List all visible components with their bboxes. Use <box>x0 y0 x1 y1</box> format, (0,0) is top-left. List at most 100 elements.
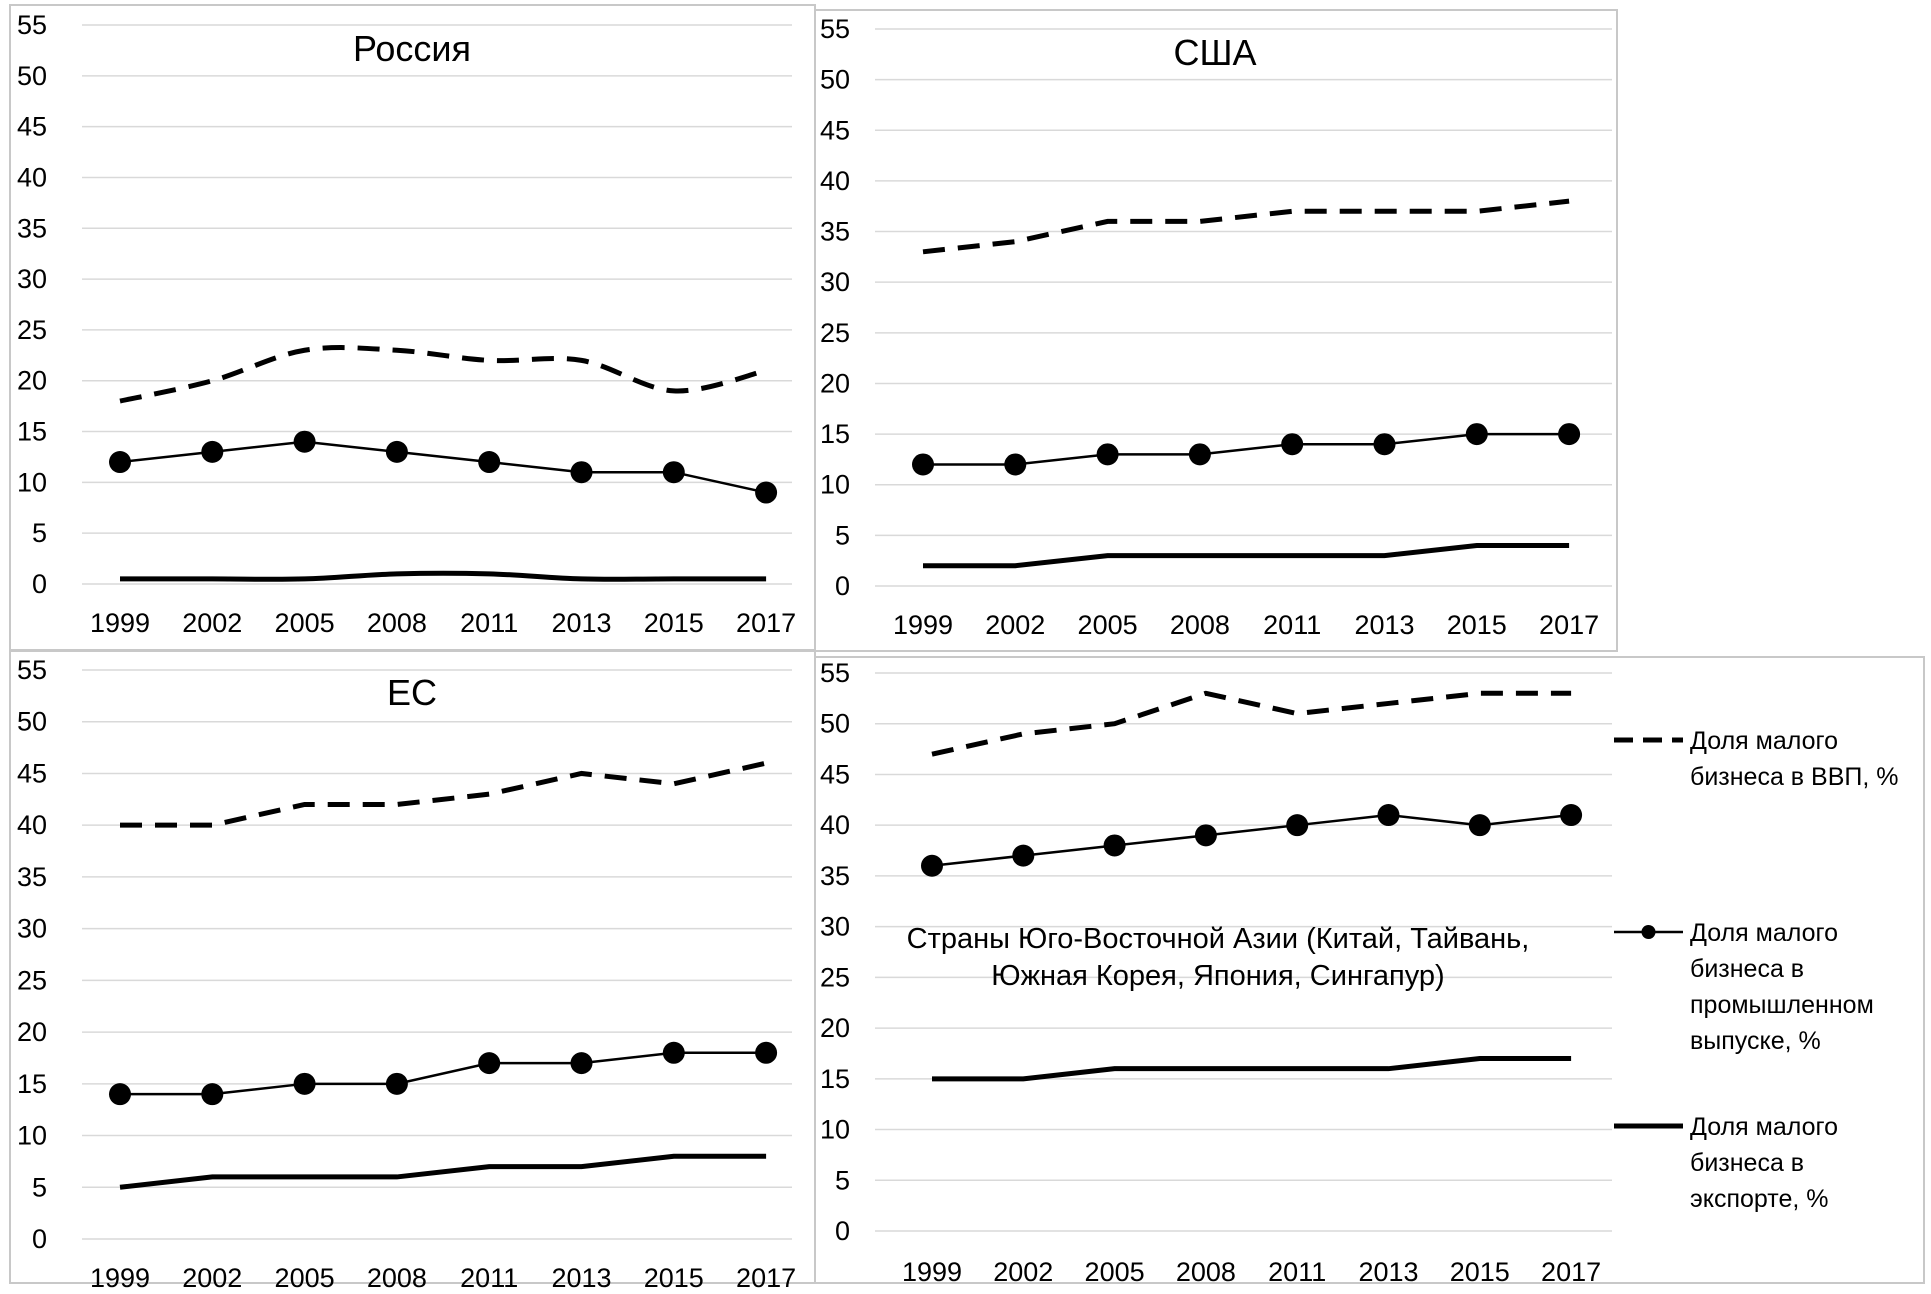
series-3 <box>932 1056 1572 1082</box>
legend-label-line: промышленном <box>1690 991 1874 1019</box>
series-line-gdp <box>119 345 767 404</box>
series-2 <box>921 804 1583 877</box>
chart-title-line: Страны Юго-Восточной Азии (Китай, Тайван… <box>907 923 1530 955</box>
x-tick-label: 2002 <box>993 1257 1053 1287</box>
data-point <box>1558 423 1581 446</box>
y-tick-label: 55 <box>17 10 47 40</box>
series-2 <box>109 1041 778 1106</box>
y-tick-label: 0 <box>32 1224 47 1254</box>
x-tick-label: 2005 <box>275 1263 335 1289</box>
y-tick-label: 45 <box>17 758 47 788</box>
series-1 <box>931 690 1572 757</box>
y-tick-label: 25 <box>820 318 850 348</box>
y-tick-label: 40 <box>820 810 850 840</box>
x-tick-label: 2017 <box>736 608 796 638</box>
y-tick-label: 10 <box>17 1121 47 1151</box>
y-tick-label: 50 <box>17 707 47 737</box>
x-tick-label: 2013 <box>551 1263 611 1289</box>
series-3 <box>120 570 767 582</box>
x-tick-label: 2011 <box>1263 610 1321 640</box>
legend-label-line: бизнеса в <box>1690 1149 1804 1177</box>
data-point <box>1188 443 1211 466</box>
chart-title-line: Южная Корея, Япония, Сингапур) <box>991 960 1444 992</box>
y-tick-label: 45 <box>820 115 850 145</box>
panel-frame <box>814 9 1618 652</box>
data-point <box>662 1041 685 1064</box>
x-tick-label: 2005 <box>1078 610 1138 640</box>
y-tick-label: 30 <box>820 912 850 942</box>
y-tick-label: 15 <box>17 1069 47 1099</box>
legend-swatch-marker <box>1641 925 1656 939</box>
legend-label-line: выпуске, % <box>1690 1027 1821 1055</box>
data-point <box>1286 814 1309 837</box>
data-point <box>109 1083 131 1106</box>
x-tick-label: 2015 <box>644 1263 704 1289</box>
x-tick-label: 1999 <box>902 1257 962 1287</box>
y-tick-label: 35 <box>820 861 850 891</box>
chart-panel-2: 0 5 10 15 20 25 30 35 40 45 50 55 1999 2002 2005 2008 20… <box>814 9 1618 652</box>
series-1 <box>119 345 767 404</box>
chart-title: США <box>1173 32 1256 73</box>
data-point <box>1004 453 1027 476</box>
y-tick-label: 15 <box>17 417 47 447</box>
data-point <box>1560 804 1583 827</box>
y-tick-label: 25 <box>17 965 47 995</box>
series-3 <box>923 542 1570 569</box>
data-point <box>1012 844 1035 867</box>
y-tick-label: 20 <box>820 368 850 398</box>
chart-title: ЕС <box>387 672 437 713</box>
legend-label-line: экспорте, % <box>1690 1185 1828 1213</box>
y-tick-label: 35 <box>17 862 47 892</box>
x-tick-label: 2017 <box>1539 610 1599 640</box>
series-line-gdp <box>922 198 1570 255</box>
y-tick-label: 30 <box>17 264 47 294</box>
x-tick-label: 2017 <box>736 1263 796 1289</box>
y-tick-label: 30 <box>820 267 850 297</box>
y-tick-label: 35 <box>17 213 47 243</box>
x-tick-label: 2011 <box>460 1263 518 1289</box>
series-1 <box>120 760 767 828</box>
data-point <box>912 453 934 476</box>
y-tick-label: 5 <box>835 520 850 550</box>
y-tick-label: 20 <box>820 1013 850 1043</box>
series-line-export <box>932 1056 1572 1082</box>
data-point <box>1373 433 1396 456</box>
chart-title: Россия <box>353 28 471 69</box>
x-tick-label: 2013 <box>551 608 611 638</box>
data-point <box>201 440 224 463</box>
legend: Доля малого бизнеса в ВВП, % Доля малого би… <box>1614 727 1898 1213</box>
x-tick-label: 2008 <box>1176 1257 1236 1287</box>
data-point <box>385 440 408 463</box>
y-tick-label: 0 <box>835 1216 850 1246</box>
x-tick-label: 2008 <box>367 608 427 638</box>
y-tick-label: 5 <box>835 1165 850 1195</box>
x-tick-label: 2015 <box>644 608 704 638</box>
chart-panel-1: 0 5 10 15 20 25 30 35 40 45 50 55 1999 2002 2005 2008 20… <box>9 4 816 651</box>
y-tick-label: 40 <box>17 810 47 840</box>
legend-label-line: Доля малого <box>1690 727 1838 755</box>
y-tick-label: 20 <box>17 366 47 396</box>
y-tick-label: 50 <box>17 61 47 91</box>
legend-label: Доля малого бизнеса в промышленном выпуске,… <box>1690 919 1874 1055</box>
data-point <box>293 1072 316 1095</box>
y-tick-label: 0 <box>32 569 47 599</box>
data-point <box>1468 814 1491 837</box>
legend-label-line: бизнеса в ВВП, % <box>1690 763 1898 791</box>
y-tick-label: 15 <box>820 419 850 449</box>
y-tick-label: 45 <box>17 112 47 142</box>
legend-entry-3: Доля малого бизнеса в экспорте, % <box>1614 1113 1838 1213</box>
x-tick-label: 2002 <box>182 608 242 638</box>
x-tick-label: 2011 <box>460 608 518 638</box>
data-point <box>478 451 501 474</box>
chart-title-line: США <box>1173 32 1256 73</box>
legend-label: Доля малого бизнеса в экспорте, % <box>1690 1113 1838 1213</box>
panel-frame <box>9 4 816 651</box>
y-tick-label: 40 <box>17 162 47 192</box>
data-point <box>109 451 131 474</box>
series-line-industry <box>931 813 1572 868</box>
x-tick-label: 1999 <box>893 610 953 640</box>
x-tick-label: 2015 <box>1450 1257 1510 1287</box>
legend-label: Доля малого бизнеса в ВВП, % <box>1690 727 1898 791</box>
x-tick-label: 2005 <box>275 608 335 638</box>
